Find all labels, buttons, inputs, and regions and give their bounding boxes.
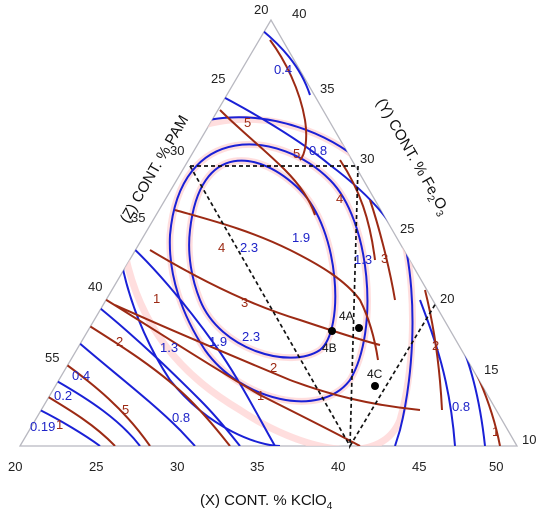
- y-tick: 20: [440, 291, 454, 306]
- x-axis-label: (X) CONT. % KClO: [200, 492, 327, 509]
- y-axis-subscript-2: 3: [433, 209, 446, 220]
- contour-label-red: 1: [56, 417, 63, 432]
- x-tick: 35: [250, 459, 264, 474]
- z-tick: 20: [254, 2, 268, 17]
- contour-label-red: 3: [381, 251, 388, 266]
- contour-label-red: 3: [241, 295, 248, 310]
- contour-red-5-left: [44, 394, 116, 446]
- contour-label-red: 2: [116, 334, 123, 349]
- contour-label-blue: 0.4: [274, 62, 292, 77]
- x-tick: 40: [331, 459, 345, 474]
- contour-red-2: [114, 304, 421, 411]
- contour-label-red: 1: [257, 388, 264, 403]
- y-tick: 30: [360, 151, 374, 166]
- contour-label-blue: 1.9: [209, 334, 227, 349]
- z-tick: 30: [170, 143, 184, 158]
- contour-label-red: 4: [336, 191, 343, 206]
- z-tick: 35: [131, 210, 145, 225]
- contour-label-blue: 0.4: [72, 368, 90, 383]
- x-tick: 25: [89, 459, 103, 474]
- contour-region: [39, 29, 501, 446]
- contour-label-red: 2: [432, 338, 439, 353]
- contour-label-blue: 1.3: [354, 252, 372, 267]
- x-tick: 30: [170, 459, 184, 474]
- y-tick: 25: [400, 221, 414, 236]
- contour-blue-0.4-top: [261, 29, 311, 96]
- z-tick: 55: [45, 350, 59, 365]
- z-axis-label: (Z) CONT. % PAM: [117, 112, 192, 226]
- contour-label-red: 5: [122, 402, 129, 417]
- z-tick: 25: [211, 71, 225, 86]
- contour-red-3-right: [369, 199, 396, 301]
- contour-label-blue: 1.9: [292, 230, 310, 245]
- x-axis-title: (X) CONT. % KClO4: [200, 492, 333, 512]
- point-4C: [371, 382, 379, 390]
- z-axis-title: (Z) CONT. % PAM: [117, 112, 192, 226]
- contour-red-2-left: [79, 319, 231, 446]
- contour-blue-0.8-left: [89, 299, 241, 446]
- constraint-region: [190, 165, 437, 450]
- triangle-frame: [18, 18, 519, 447]
- contour-red-3: [149, 249, 381, 346]
- contour-blue-2.3: [188, 159, 337, 359]
- contour-label-red: 4: [218, 240, 225, 255]
- contour-red-1-left: [59, 359, 151, 446]
- point-4A: [355, 324, 363, 332]
- contour-label-red: 5: [244, 115, 251, 130]
- contour-label-blue: 0.8: [309, 143, 327, 158]
- contour-label-blue: 2.3: [240, 240, 258, 255]
- contour-label-blue: 0.2: [54, 388, 72, 403]
- contour-blue-0.4: [69, 334, 196, 446]
- point-4B: [328, 327, 336, 335]
- contour-label-blue: 0.19: [30, 419, 55, 434]
- y-tick: 40: [292, 6, 306, 21]
- contour-label-blue: 2.3: [242, 329, 260, 344]
- contour-blue-0.19: [39, 409, 101, 446]
- y-tick: 35: [320, 81, 334, 96]
- x-tick: 45: [412, 459, 426, 474]
- contour-label-red: 5: [293, 146, 300, 161]
- point-label-4C: 4C: [367, 367, 383, 381]
- contour-label-red: 1: [153, 291, 160, 306]
- contour-red-2-right: [424, 289, 443, 411]
- x-axis-subscript: 4: [327, 501, 333, 512]
- contour-red-4: [174, 209, 379, 361]
- contour-blue-1.9: [168, 143, 369, 403]
- contour-red-1: [89, 289, 361, 446]
- y-tick: 10: [522, 432, 536, 447]
- x-tick: 20: [8, 459, 22, 474]
- y-tick: 15: [484, 362, 498, 377]
- contour-label-blue: 1.3: [160, 340, 178, 355]
- point-label-4A: 4A: [339, 309, 354, 323]
- x-tick: 50: [489, 459, 503, 474]
- y-axis-label: (Y) CONT. % Fe: [373, 96, 442, 198]
- contour-blue-1.3-left: [114, 231, 276, 446]
- contour-label-red: 2: [270, 360, 277, 375]
- contour-red-5-upper: [219, 109, 316, 216]
- point-label-4B: 4B: [322, 341, 337, 355]
- contour-blue-0.2: [54, 379, 141, 446]
- y-axis-subscript-1: 2: [424, 194, 437, 205]
- z-tick: 40: [88, 279, 102, 294]
- contour-red-4-right: [339, 159, 376, 261]
- contour-label-blue: 0.8: [172, 410, 190, 425]
- contour-label-red: 1: [492, 424, 499, 439]
- y-axis-title: (Y) CONT. % Fe2O3: [370, 96, 453, 220]
- contour-red-5-top: [269, 39, 308, 161]
- contour-blue-0.8-right: [419, 299, 456, 446]
- contour-label-blue: 0.8: [452, 399, 470, 414]
- constraint-left-edge: [189, 165, 351, 447]
